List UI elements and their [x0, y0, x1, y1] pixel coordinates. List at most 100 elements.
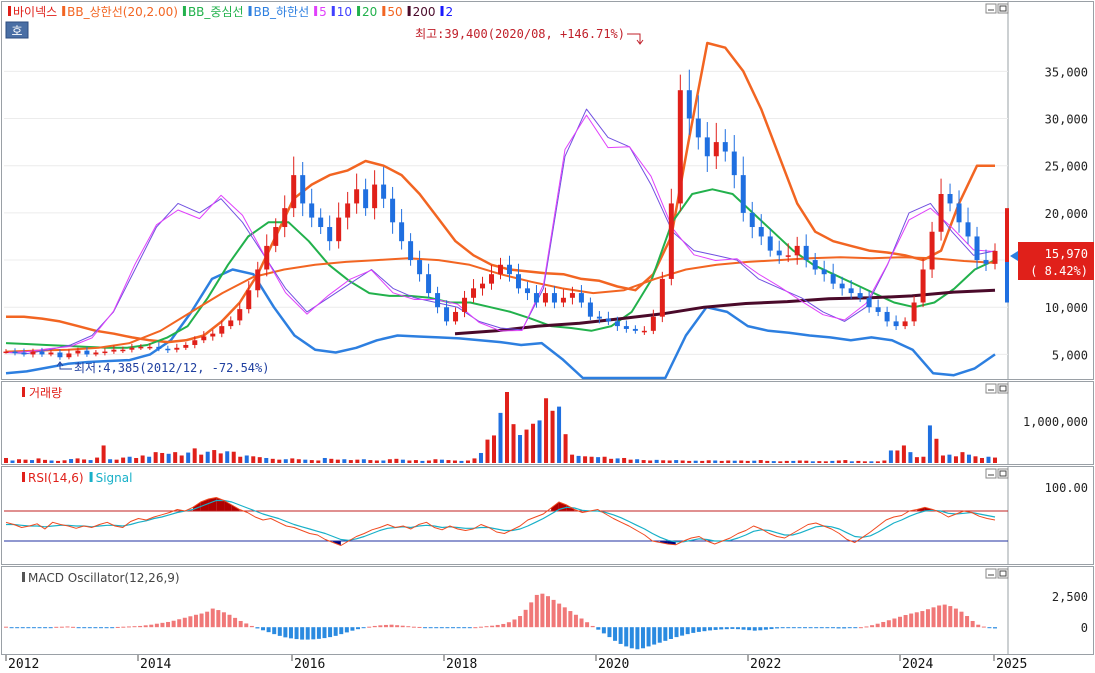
macd-bar [808, 627, 813, 629]
candle-body [435, 293, 441, 308]
panel-maximize-button[interactable] [997, 3, 1009, 14]
volume-bar [849, 461, 854, 463]
candle-body [3, 351, 9, 354]
candle-body [354, 189, 360, 204]
volume-bar [108, 459, 113, 463]
panel-maximize-button[interactable] [997, 383, 1009, 394]
candle-body [812, 260, 818, 270]
candle-body [489, 274, 495, 284]
candle-body [174, 347, 180, 350]
rsi-signal-path [6, 499, 996, 543]
macd-bar [138, 625, 143, 628]
panel-minimize-button[interactable] [985, 3, 997, 14]
candle-body [839, 283, 845, 289]
macd-bar [680, 627, 685, 636]
candle-body [363, 189, 369, 209]
macd-bar [618, 627, 623, 644]
volume-bar [296, 459, 301, 463]
candle-body [965, 222, 971, 237]
volume-bar [205, 451, 210, 463]
candle-body [605, 318, 611, 322]
candle-body [569, 293, 575, 298]
volume-bar [921, 456, 926, 463]
candles [3, 69, 1009, 360]
candle-body [309, 203, 315, 218]
macd-bar [4, 626, 8, 628]
macd-bar [244, 623, 249, 628]
panel-minimize-button[interactable] [985, 383, 997, 394]
macd-tick-label: 0 [1081, 621, 1088, 635]
candle-body [327, 227, 333, 242]
price-legend-item: 50 [382, 5, 403, 19]
volume-bar [758, 460, 763, 463]
macd-bar [518, 616, 523, 628]
macd-bar [730, 627, 735, 629]
candle-body [740, 175, 746, 213]
volume-bar [888, 450, 893, 463]
candle-body [84, 350, 90, 355]
price-panel[interactable]: 35,00030,00025,00020,00015,00010,0005,00… [3, 5, 1095, 380]
macd-bar [98, 627, 103, 629]
volume-bar [420, 460, 425, 463]
volume-bar [765, 460, 770, 463]
volume-bar [531, 423, 536, 463]
mode-badge[interactable]: 호 [5, 21, 29, 39]
panel-frame-price [1, 1, 1094, 380]
macd-bar [383, 624, 388, 628]
x-tick-label: 2022 [750, 657, 781, 672]
candle-body [668, 203, 674, 279]
macd-bar [177, 619, 182, 628]
x-tick-label: 2012 [8, 657, 39, 672]
volume-bar [23, 459, 28, 463]
bb-middle-line [5, 188, 996, 349]
macd-bar [406, 626, 411, 628]
volume-bar [934, 438, 939, 463]
macd-bar [65, 626, 70, 628]
volume-bar [244, 455, 249, 463]
volume-panel[interactable]: 1,000,000 거래량 [4, 386, 1088, 463]
current-change-text: ( 8.42%) [1030, 264, 1088, 278]
volume-legend: 거래량 [22, 386, 62, 400]
volume-bar [472, 458, 477, 463]
candle-body [776, 250, 782, 256]
macd-panel[interactable]: 2,500 0 MACD Oscillator(12,26,9) [4, 571, 1088, 650]
panel-frame-vol [1, 381, 1094, 465]
candle-body [677, 90, 683, 204]
macd-bar [456, 627, 461, 629]
bb-lower-path [5, 268, 996, 380]
rsi-panel[interactable]: 100.00 RSI(14,6) Signal [4, 471, 1088, 546]
volume-bar [478, 452, 483, 463]
macd-bar [987, 627, 992, 629]
volume-bar [667, 460, 672, 463]
volume-bar [69, 459, 74, 463]
candle-body [192, 340, 198, 345]
macd-bar [311, 627, 316, 640]
volume-bar [609, 458, 614, 463]
macd-bar [830, 627, 835, 629]
panel-minimize-button[interactable] [985, 568, 997, 579]
volume-bar [88, 460, 93, 463]
macd-bar [898, 616, 903, 628]
candle-body [300, 175, 306, 204]
panel-minimize-button[interactable] [985, 468, 997, 479]
macd-bar [233, 617, 238, 628]
volume-bar [550, 410, 555, 463]
x-axis: 2012 2014 2016 2018 2020 2022 2024 2025 [5, 655, 1027, 672]
macd-bar [786, 627, 791, 629]
macd-bar [976, 624, 981, 628]
volume-bar [394, 458, 399, 463]
volume-bar [329, 458, 334, 463]
volume-bars [4, 392, 997, 463]
current-price-marker-icon [1010, 251, 1018, 261]
legend-swatch [407, 6, 411, 16]
candle-body [857, 293, 863, 298]
macd-bar [668, 627, 673, 639]
panel-maximize-button[interactable] [997, 468, 1009, 479]
panel-maximize-button[interactable] [997, 568, 1009, 579]
macd-tick-label: 2,500 [1052, 590, 1088, 604]
macd-bar [193, 614, 198, 628]
candle-body [255, 269, 261, 291]
volume-bar [355, 459, 360, 463]
volume-bar [413, 460, 418, 463]
candle-body [444, 307, 450, 322]
